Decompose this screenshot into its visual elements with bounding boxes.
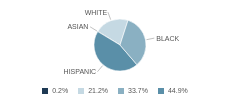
svg-text:HISPANIC: HISPANIC (64, 68, 97, 75)
html-text:0.2%: 0.2% (52, 87, 69, 94)
svg-text:WHITE: WHITE (85, 9, 108, 16)
svg-text:ASIAN: ASIAN (67, 23, 88, 30)
html-text:21.2%: 21.2% (88, 87, 108, 94)
html-text:33.7%: 33.7% (128, 87, 148, 94)
html-text:44.9%: 44.9% (167, 87, 188, 94)
svg-text:BLACK: BLACK (156, 35, 179, 42)
